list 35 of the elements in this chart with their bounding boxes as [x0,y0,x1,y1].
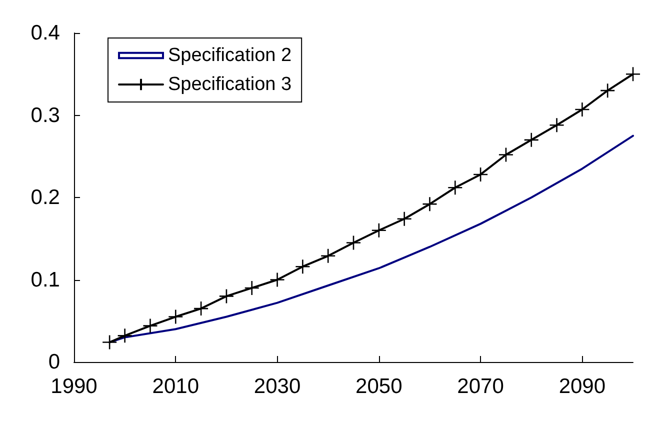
point [625,66,641,82]
x-tick-label: 2050 [356,375,402,398]
point [102,334,118,350]
point [244,280,260,296]
x-tick-label: 2010 [152,375,199,398]
point [295,258,310,274]
x-tick-label: 2090 [558,375,606,398]
point [472,166,488,182]
x-tick-label: 1990 [50,375,98,398]
point [218,288,234,304]
point [600,82,616,98]
point [574,102,590,118]
point [422,196,438,212]
y-tick-label: 0.2 [30,186,60,209]
point [193,300,209,316]
point [396,211,412,227]
point [168,309,184,324]
point [142,318,158,334]
point [320,248,336,264]
legend-label: Specification 2 [168,45,292,66]
y-tick-label: 0 [48,350,60,374]
point [371,222,387,238]
x-tick-label: 2070 [457,375,504,398]
point [117,328,132,344]
y-tick-label: 0.3 [30,104,60,127]
point [270,272,285,288]
point [447,180,463,196]
point [498,147,514,162]
point [346,235,362,250]
y-tick-label: 0.4 [30,22,60,44]
x-tick-label: 2030 [254,375,301,398]
y-tick-label: 0.1 [30,268,60,292]
point [549,117,564,133]
legend-label: Specification 3 [168,74,292,95]
point [524,132,540,148]
